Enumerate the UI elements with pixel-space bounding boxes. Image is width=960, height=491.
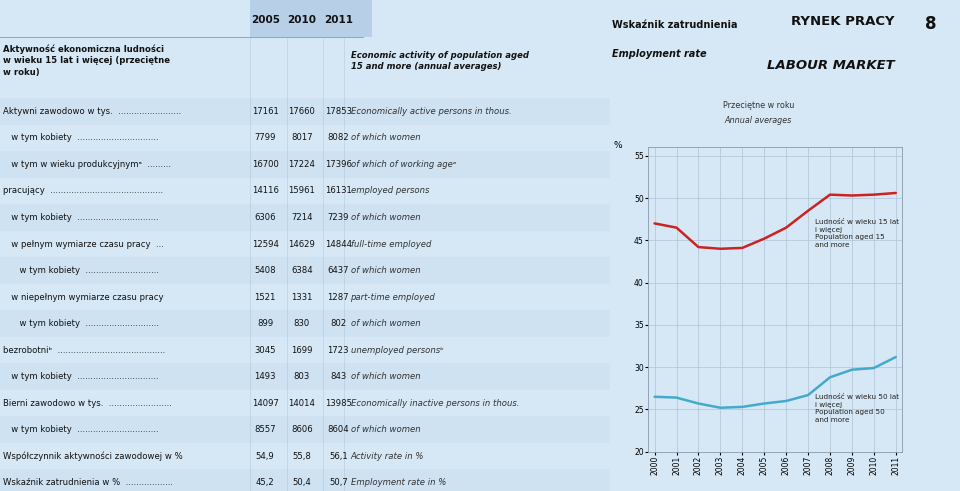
Text: 17853: 17853: [324, 107, 351, 116]
Bar: [0, 98, 610, 125]
Text: w tym kobiety  ............................: w tym kobiety ..........................…: [3, 319, 159, 328]
Text: 17396: 17396: [324, 160, 351, 169]
Text: 16700: 16700: [252, 160, 278, 169]
Text: 1699: 1699: [291, 346, 313, 355]
Text: of which women: of which women: [350, 213, 420, 222]
Text: 8606: 8606: [291, 425, 313, 434]
Text: 1287: 1287: [327, 293, 349, 301]
Text: 45,2: 45,2: [255, 478, 275, 487]
Text: Ludność w wieku 15 lat
i więcej
Population aged 15
and more: Ludność w wieku 15 lat i więcej Populati…: [815, 219, 899, 247]
Text: 17660: 17660: [288, 107, 315, 116]
Text: 5408: 5408: [254, 266, 276, 275]
Text: 7239: 7239: [327, 213, 349, 222]
Bar: [0, 416, 610, 443]
Text: 843: 843: [330, 372, 347, 381]
Text: 8082: 8082: [327, 134, 349, 142]
Text: 14097: 14097: [252, 399, 278, 408]
Bar: [0, 204, 610, 231]
Text: 3045: 3045: [254, 346, 276, 355]
Text: 8: 8: [925, 15, 937, 33]
Text: w pełnym wymiarze czasu pracy  ...: w pełnym wymiarze czasu pracy ...: [3, 240, 164, 248]
Text: w tym kobiety  ...............................: w tym kobiety ..........................…: [3, 134, 158, 142]
Text: 1521: 1521: [254, 293, 276, 301]
Text: 1331: 1331: [291, 293, 313, 301]
Bar: [0, 151, 610, 178]
Bar: [0, 469, 610, 491]
Y-axis label: %: %: [613, 141, 622, 150]
Text: 802: 802: [330, 319, 347, 328]
Text: 54,9: 54,9: [255, 452, 275, 461]
Text: 16131: 16131: [324, 187, 351, 195]
Text: 899: 899: [257, 319, 274, 328]
Text: Aktywni zawodowo w tys.  ........................: Aktywni zawodowo w tys. ................…: [3, 107, 181, 116]
Text: 8604: 8604: [327, 425, 349, 434]
Text: 14116: 14116: [252, 187, 278, 195]
Text: 12594: 12594: [252, 240, 278, 248]
Text: full-time employed: full-time employed: [350, 240, 431, 248]
Text: LABOUR MARKET: LABOUR MARKET: [767, 59, 895, 72]
Text: 1493: 1493: [254, 372, 276, 381]
Text: 14629: 14629: [288, 240, 315, 248]
Text: 50,4: 50,4: [293, 478, 311, 487]
Text: 8017: 8017: [291, 134, 313, 142]
Text: employed persons: employed persons: [350, 187, 429, 195]
Text: 17161: 17161: [252, 107, 278, 116]
Text: 2010: 2010: [287, 15, 316, 25]
Text: of which women: of which women: [350, 134, 420, 142]
Text: Bierni zawodowo w tys.  ........................: Bierni zawodowo w tys. .................…: [3, 399, 172, 408]
Text: w tym kobiety  ............................: w tym kobiety ..........................…: [3, 266, 159, 275]
Text: pracujący  ...........................................: pracujący ..............................…: [3, 187, 163, 195]
Text: 830: 830: [294, 319, 310, 328]
Text: 55,8: 55,8: [292, 452, 311, 461]
Text: bezrobotniᵇ  .........................................: bezrobotniᵇ ............................…: [3, 346, 165, 355]
Text: 6437: 6437: [327, 266, 349, 275]
Text: 14844: 14844: [324, 240, 351, 248]
Text: Economic activity of population aged
15 and more (annual averages): Economic activity of population aged 15 …: [350, 51, 529, 71]
Text: Wskaźnik zatrudnienia: Wskaźnik zatrudnienia: [612, 20, 738, 29]
Bar: [250, 0, 372, 37]
Text: w tym w wieku produkcyjnymᵃ  .........: w tym w wieku produkcyjnymᵃ .........: [3, 160, 171, 169]
Text: 50,7: 50,7: [329, 478, 348, 487]
Text: Economically inactive persons in thous.: Economically inactive persons in thous.: [350, 399, 519, 408]
Text: 13985: 13985: [324, 399, 351, 408]
Text: part-time employed: part-time employed: [350, 293, 435, 301]
Text: Współczynnik aktywności zawodowej w %: Współczynnik aktywności zawodowej w %: [3, 451, 182, 461]
Text: w tym kobiety  ...............................: w tym kobiety ..........................…: [3, 213, 158, 222]
Text: 803: 803: [294, 372, 310, 381]
Text: unemployed personsᵇ: unemployed personsᵇ: [350, 346, 444, 355]
Text: 6384: 6384: [291, 266, 313, 275]
Text: 56,1: 56,1: [329, 452, 348, 461]
Text: 1723: 1723: [327, 346, 349, 355]
Text: 2011: 2011: [324, 15, 353, 25]
Text: 7214: 7214: [291, 213, 313, 222]
Text: of which women: of which women: [350, 372, 420, 381]
Text: of which women: of which women: [350, 266, 420, 275]
Text: Employment rate: Employment rate: [612, 49, 708, 59]
Text: 17224: 17224: [288, 160, 315, 169]
Bar: [0, 257, 610, 284]
Text: Aktywność ekonomiczna ludności
w wieku 15 lat i więcej (przeciętne
w roku): Aktywność ekonomiczna ludności w wieku 1…: [3, 44, 170, 77]
Text: of which of working ageᵃ: of which of working ageᵃ: [350, 160, 456, 169]
Text: Przeciętne w roku: Przeciętne w roku: [723, 102, 794, 110]
Text: w niepełnym wymiarze czasu pracy: w niepełnym wymiarze czasu pracy: [3, 293, 163, 301]
Text: of which women: of which women: [350, 319, 420, 328]
Text: Wskaźnik zatrudnienia w %  ..................: Wskaźnik zatrudnienia w % ..............…: [3, 478, 173, 487]
Text: 15961: 15961: [288, 187, 315, 195]
Bar: [0, 363, 610, 390]
Text: Economically active persons in thous.: Economically active persons in thous.: [350, 107, 512, 116]
Text: of which women: of which women: [350, 425, 420, 434]
Text: 2005: 2005: [251, 15, 279, 25]
Bar: [0, 310, 610, 337]
Text: Annual averages: Annual averages: [725, 116, 792, 125]
Text: 8557: 8557: [254, 425, 276, 434]
Text: RYNEK PRACY: RYNEK PRACY: [791, 15, 895, 27]
Text: Employment rate in %: Employment rate in %: [350, 478, 445, 487]
Text: w tym kobiety  ...............................: w tym kobiety ..........................…: [3, 372, 158, 381]
Text: 7799: 7799: [254, 134, 276, 142]
Text: 14014: 14014: [288, 399, 315, 408]
Text: Activity rate in %: Activity rate in %: [350, 452, 424, 461]
Text: w tym kobiety  ...............................: w tym kobiety ..........................…: [3, 425, 158, 434]
Text: Ludność w wieku 50 lat
i więcej
Population aged 50
and more: Ludność w wieku 50 lat i więcej Populati…: [815, 394, 899, 423]
Text: 6306: 6306: [254, 213, 276, 222]
